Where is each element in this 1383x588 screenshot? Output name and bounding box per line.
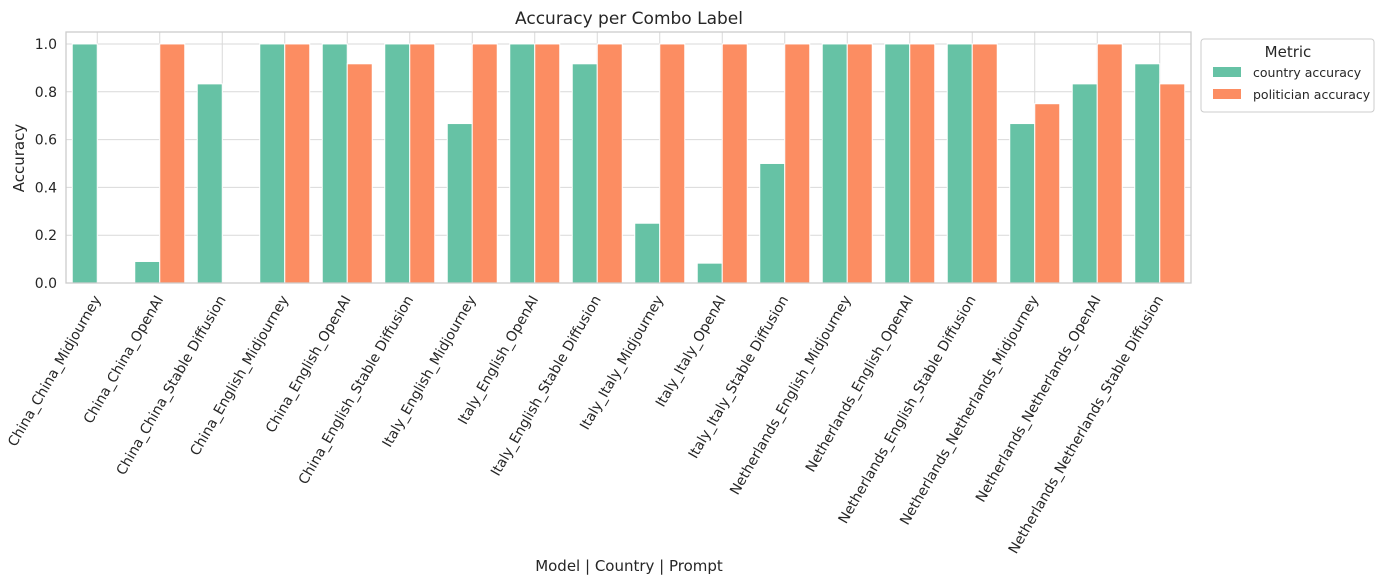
- legend-swatch-politician-accuracy: [1213, 89, 1241, 99]
- bar-politician-accuracy: [596, 43, 623, 284]
- bar-country-accuracy: [134, 260, 161, 284]
- x-tick-label: Netherlands_Netherlands_Midjourney: [897, 293, 1042, 528]
- x-tick-label: China_China_Stable Diffusion: [114, 293, 230, 478]
- legend-box: [1200, 38, 1375, 113]
- y-tick-label: 0.4: [35, 180, 57, 196]
- y-tick-label: 0.6: [35, 133, 57, 149]
- legend-label-country-accuracy: country accuracy: [1253, 65, 1362, 80]
- bar-politician-accuracy: [1034, 103, 1061, 284]
- bar-country-accuracy: [821, 43, 848, 284]
- bar-politician-accuracy: [534, 43, 561, 284]
- x-tick-label: Netherlands_Netherlands_OpenAI: [973, 293, 1105, 505]
- legend: Metric country accuracy politician accur…: [1200, 38, 1375, 113]
- bar-politician-accuracy: [284, 43, 311, 284]
- bar-country-accuracy: [259, 43, 286, 284]
- bar-country-accuracy: [446, 123, 473, 284]
- x-tick-label: China_China_Midjourney: [5, 293, 105, 449]
- legend-title: Metric: [1265, 43, 1312, 61]
- bar-politician-accuracy: [1159, 83, 1186, 284]
- bar-country-accuracy: [946, 43, 973, 284]
- x-ticks: China_China_MidjourneyChina_China_OpenAI…: [5, 293, 1167, 557]
- x-tick-label: China_English_Stable Diffusion: [296, 293, 417, 487]
- x-tick-label: Netherlands_English_Midjourney: [727, 293, 855, 498]
- y-tick-label: 1.0: [35, 37, 57, 53]
- x-tick-label: Netherlands_English_Stable Diffusion: [836, 293, 980, 527]
- bar-country-accuracy: [384, 43, 411, 284]
- y-axis-title: Accuracy: [10, 124, 28, 193]
- y-tick-label: 0.0: [35, 276, 57, 292]
- bar-country-accuracy: [1134, 63, 1161, 284]
- y-tick-label: 0.8: [35, 85, 57, 101]
- bar-country-accuracy: [509, 43, 536, 284]
- x-tick-label: Italy_Italy_OpenAI: [653, 293, 730, 410]
- bar-country-accuracy: [1009, 123, 1036, 284]
- x-tick-label: Netherlands_English_OpenAI: [803, 293, 917, 475]
- bar-politician-accuracy: [721, 43, 748, 284]
- bar-country-accuracy: [196, 83, 223, 284]
- bar-politician-accuracy: [346, 63, 373, 284]
- bar-politician-accuracy: [909, 43, 936, 284]
- bar-country-accuracy: [634, 222, 661, 284]
- y-tick-label: 0.2: [35, 228, 57, 244]
- bars: [71, 43, 1186, 284]
- bar-country-accuracy: [321, 43, 348, 284]
- legend-swatch-country-accuracy: [1213, 67, 1241, 77]
- bar-politician-accuracy: [1096, 43, 1123, 284]
- bar-country-accuracy: [759, 162, 786, 284]
- bar-country-accuracy: [571, 63, 598, 284]
- bar-politician-accuracy: [971, 43, 998, 284]
- x-axis-title: Model | Country | Prompt: [535, 557, 723, 575]
- bar-politician-accuracy: [659, 43, 686, 284]
- y-ticks: 0.0 0.2 0.4 0.6 0.8 1.0: [35, 37, 57, 292]
- legend-label-politician-accuracy: politician accuracy: [1253, 87, 1371, 102]
- bar-country-accuracy: [71, 43, 98, 284]
- chart-title: Accuracy per Combo Label: [515, 9, 743, 29]
- bar-politician-accuracy: [159, 43, 186, 284]
- plot-frame: [65, 31, 1192, 284]
- bar-politician-accuracy: [409, 43, 436, 284]
- bar-politician-accuracy: [471, 43, 498, 284]
- bar-country-accuracy: [696, 262, 723, 284]
- x-tick-label: Italy_English_Stable Diffusion: [488, 293, 605, 479]
- bar-country-accuracy: [884, 43, 911, 284]
- bar-politician-accuracy: [784, 43, 811, 284]
- bar-country-accuracy: [1071, 83, 1098, 284]
- bar-politician-accuracy: [846, 43, 873, 284]
